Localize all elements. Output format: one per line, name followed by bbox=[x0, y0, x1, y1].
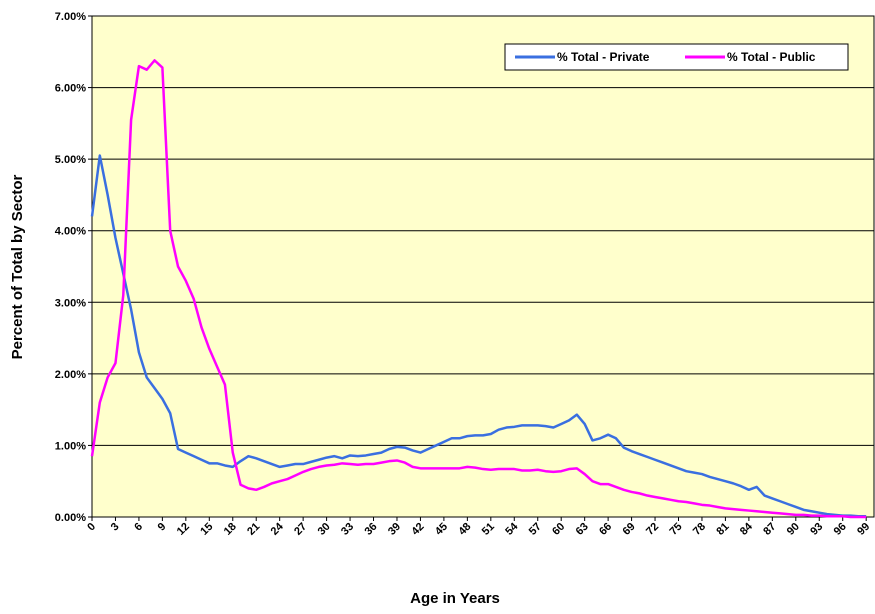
x-tick-label: 60 bbox=[550, 521, 567, 538]
x-tick-label: 21 bbox=[245, 521, 262, 538]
x-tick-label: 27 bbox=[292, 521, 309, 538]
x-tick-label: 33 bbox=[339, 521, 356, 538]
x-tick-label: 54 bbox=[503, 520, 521, 538]
x-tick-label: 96 bbox=[832, 521, 849, 538]
y-tick-label: 7.00% bbox=[55, 11, 86, 23]
x-tick-label: 0 bbox=[85, 521, 98, 534]
x-tick-label: 6 bbox=[132, 521, 145, 534]
y-axis-label: Percent of Total by Sector bbox=[9, 174, 26, 359]
x-tick-label: 72 bbox=[644, 521, 661, 538]
legend-label: % Total - Private bbox=[557, 50, 650, 64]
x-tick-label: 75 bbox=[667, 521, 684, 538]
x-tick-label: 93 bbox=[808, 521, 825, 538]
x-tick-label: 87 bbox=[761, 521, 778, 538]
x-tick-label: 30 bbox=[316, 521, 333, 538]
legend-box bbox=[504, 43, 849, 71]
plot-area bbox=[91, 15, 875, 518]
x-tick-label: 69 bbox=[621, 521, 638, 538]
x-tick-label: 42 bbox=[409, 521, 426, 538]
x-tick-label: 66 bbox=[597, 521, 614, 538]
series-line bbox=[90, 154, 867, 518]
y-tick-label: 1.00% bbox=[55, 440, 86, 452]
x-tick-label: 3 bbox=[109, 521, 122, 534]
x-tick-label: 51 bbox=[480, 521, 497, 538]
x-axis-label: Age in Years bbox=[410, 590, 500, 607]
y-tick-label: 0.00% bbox=[55, 512, 86, 524]
x-tick-label: 39 bbox=[386, 521, 403, 538]
x-tick-label: 15 bbox=[198, 521, 215, 538]
x-tick-label: 63 bbox=[574, 521, 591, 538]
legend-label: % Total - Public bbox=[727, 50, 816, 64]
x-tick-label: 57 bbox=[527, 521, 544, 538]
x-tick-label: 45 bbox=[433, 521, 450, 538]
y-tick-label: 2.00% bbox=[55, 369, 86, 381]
x-tick-label: 24 bbox=[269, 520, 287, 538]
x-tick-label: 36 bbox=[362, 521, 379, 538]
series-line bbox=[90, 59, 867, 519]
x-tick-label: 78 bbox=[691, 521, 708, 538]
x-tick-label: 48 bbox=[456, 521, 473, 538]
x-tick-label: 84 bbox=[738, 520, 756, 538]
y-tick-label: 3.00% bbox=[55, 297, 86, 309]
x-tick-label: 18 bbox=[222, 521, 239, 538]
x-tick-label: 81 bbox=[714, 521, 731, 538]
x-tick-label: 99 bbox=[855, 521, 872, 538]
x-tick-label: 9 bbox=[156, 521, 169, 534]
y-tick-label: 4.00% bbox=[55, 226, 86, 238]
y-tick-label: 6.00% bbox=[55, 83, 86, 95]
y-tick-label: 5.00% bbox=[55, 154, 86, 166]
x-tick-label: 90 bbox=[785, 521, 802, 538]
x-tick-label: 12 bbox=[175, 521, 192, 538]
